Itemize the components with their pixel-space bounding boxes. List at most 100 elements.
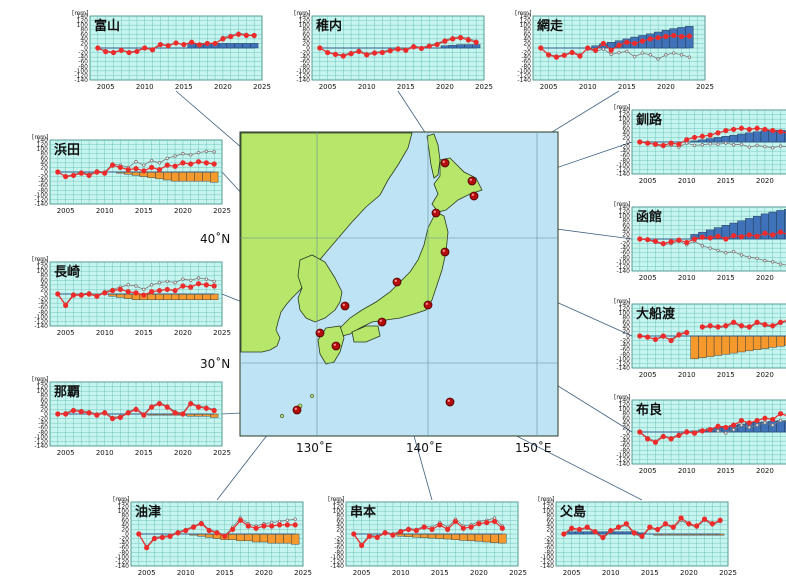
- gray-point-2018: [747, 145, 751, 149]
- gray-point-2014: [617, 50, 621, 55]
- gray-point-2012: [700, 244, 705, 248]
- x-tick-label: 2020: [756, 467, 774, 475]
- y-tick-label: -60: [620, 443, 630, 450]
- x-tick-label: 2020: [174, 207, 192, 215]
- unit-label: [mm]: [614, 201, 630, 208]
- red-point-2013: [707, 132, 713, 138]
- y-tick-label: -80: [544, 549, 554, 556]
- bar-2023: [464, 44, 473, 49]
- x-tick-label: 2025: [213, 449, 231, 457]
- y-tick-label: 100: [619, 310, 631, 317]
- red-point-2019: [754, 417, 760, 424]
- unit-label: [mm]: [72, 10, 88, 17]
- y-tick-label: -20: [300, 50, 310, 57]
- y-tick-label: 140: [77, 13, 89, 20]
- y-tick-label: 140: [333, 499, 345, 506]
- y-tick-label: -40: [38, 178, 48, 185]
- bar-2016: [147, 171, 156, 178]
- bar-2013: [420, 533, 429, 538]
- y-tick-label: 20: [121, 526, 129, 533]
- bar-2020: [760, 130, 770, 143]
- red-point-2020: [180, 160, 186, 166]
- red-point-2014: [715, 130, 721, 136]
- red-point-2008: [382, 530, 388, 536]
- gray-point-2019: [656, 57, 660, 61]
- gray-point-2017: [157, 280, 162, 285]
- y-tick-label: 120: [520, 18, 532, 25]
- y-tick-label: 100: [543, 508, 555, 515]
- y-tick-label: -140: [540, 563, 554, 570]
- red-point-2015: [647, 524, 653, 530]
- y-tick-label: 120: [619, 112, 631, 119]
- red-point-2016: [731, 422, 737, 428]
- red-point-2022: [701, 516, 708, 522]
- y-tick-label: -120: [296, 72, 310, 79]
- red-point-2010: [364, 52, 370, 58]
- x-tick-label: 2005: [57, 449, 75, 457]
- red-point-2017: [738, 323, 745, 329]
- x-tick-label: 2005: [57, 329, 75, 337]
- y-tick-label: 140: [37, 259, 49, 266]
- station-panel-1: [mm]140120100806040200-20-40-60-80-100-1…: [72, 10, 271, 91]
- y-tick-label: -100: [34, 192, 48, 199]
- land-sakhalin: [426, 133, 441, 179]
- red-point-2021: [188, 284, 194, 290]
- red-point-2005: [645, 436, 651, 442]
- bar-2021: [482, 533, 491, 543]
- y-tick-label: 0: [626, 333, 630, 340]
- red-point-2008: [668, 436, 674, 442]
- red-point-2016: [411, 44, 417, 50]
- x-tick-label: 2020: [756, 274, 774, 282]
- gray-point-2022: [778, 262, 783, 266]
- y-tick-label: 60: [336, 517, 344, 524]
- y-tick-label: -20: [544, 536, 554, 543]
- y-tick-label: -20: [521, 50, 531, 57]
- bar-2023: [202, 293, 211, 300]
- x-tick-label: 2005: [639, 177, 657, 185]
- y-tick-label: 40: [40, 402, 48, 409]
- station-marker-highlight: [379, 319, 382, 322]
- station-panel-3: [mm]140120100806040200-20-40-60-80-100-1…: [515, 10, 714, 91]
- y-tick-label: 0: [626, 139, 630, 146]
- gray-point-2018: [165, 156, 169, 160]
- red-point-2008: [167, 533, 173, 539]
- y-tick-label: 60: [40, 397, 48, 404]
- red-point-2016: [149, 164, 155, 171]
- y-tick-label: 0: [84, 45, 88, 52]
- red-point-2007: [78, 170, 84, 176]
- red-point-2007: [584, 524, 590, 530]
- red-point-2016: [632, 40, 638, 47]
- x-tick-label: 2010: [136, 83, 154, 91]
- red-point-2005: [546, 52, 552, 58]
- bar-2024: [210, 413, 219, 418]
- gray-point-2014: [716, 142, 720, 146]
- red-point-2017: [639, 38, 646, 44]
- y-tick-label: -140: [34, 323, 48, 330]
- y-tick-label: -120: [330, 558, 344, 565]
- bar-2013: [706, 138, 715, 143]
- red-point-2020: [762, 415, 768, 421]
- red-point-2019: [172, 287, 178, 294]
- y-tick-label: 40: [336, 522, 344, 529]
- station-panel-5: [mm]140120100806040200-20-40-60-80-100-1…: [614, 201, 786, 282]
- unit-label: [mm]: [515, 10, 531, 17]
- bar-2022: [490, 533, 499, 543]
- gray-point-2014: [134, 284, 138, 288]
- red-point-2016: [731, 126, 737, 133]
- station-marker-13: [445, 397, 455, 407]
- gray-point-2017: [157, 161, 162, 165]
- red-point-2014: [715, 233, 721, 239]
- y-tick-label: -20: [78, 50, 88, 57]
- station-marker-highlight: [433, 210, 436, 213]
- y-tick-label: -40: [334, 540, 344, 547]
- bar-2017: [451, 533, 460, 540]
- red-point-2015: [723, 236, 729, 242]
- x-tick-label: 2015: [717, 177, 735, 185]
- x-tick-label: 2025: [253, 83, 271, 91]
- y-tick-label: 40: [40, 160, 48, 167]
- red-point-2012: [117, 164, 123, 171]
- x-tick-label: 2020: [657, 83, 675, 91]
- bar-2022: [776, 335, 785, 347]
- red-point-2010: [684, 137, 690, 143]
- y-tick-label: -60: [620, 250, 630, 257]
